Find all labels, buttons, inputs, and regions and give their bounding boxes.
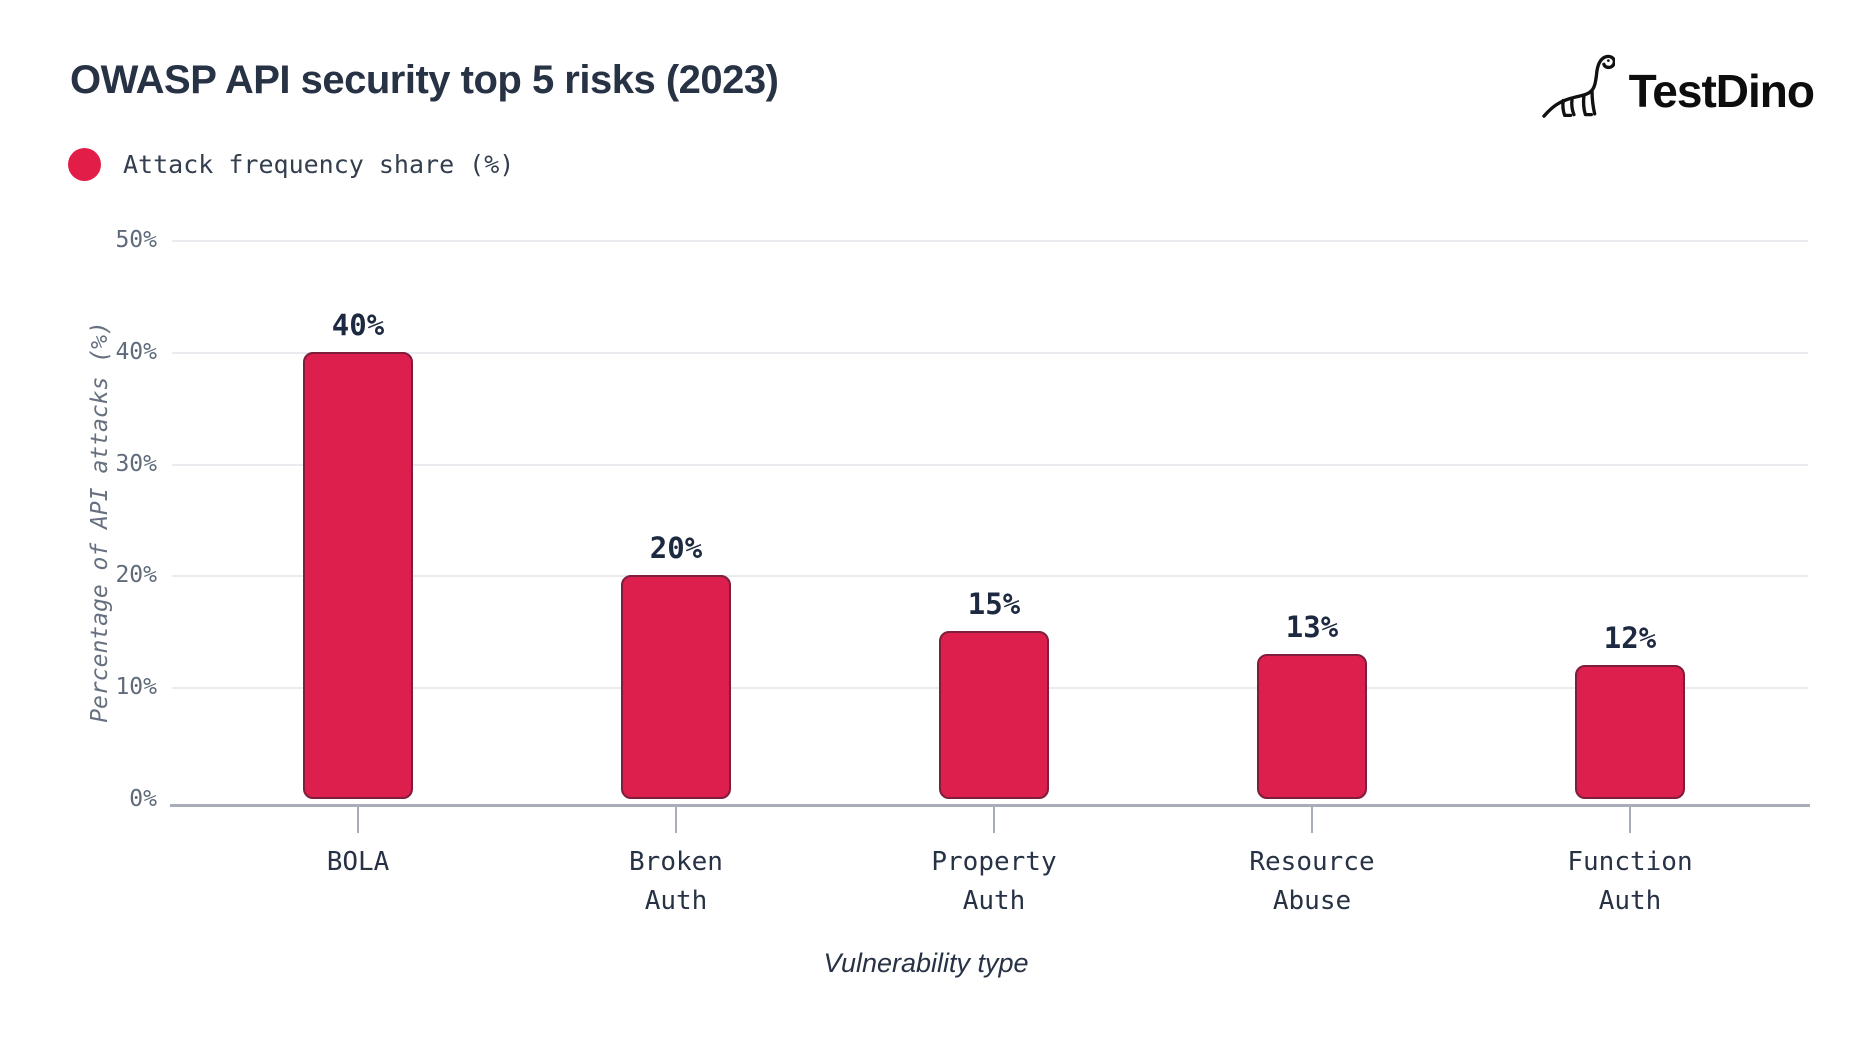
bar-value-label: 40% <box>331 307 385 342</box>
bar-value-label: 20% <box>649 531 703 566</box>
legend-label: Attack frequency share (%) <box>123 150 515 179</box>
bar[interactable] <box>1257 653 1367 799</box>
bar[interactable] <box>1575 664 1685 799</box>
gridline <box>172 575 1808 578</box>
gridline <box>172 463 1808 466</box>
y-axis-title: Percentage of API attacks (%) <box>87 321 113 723</box>
chart-title: OWASP API security top 5 risks (2023) <box>70 58 779 102</box>
bar-value-label: 12% <box>1603 620 1657 655</box>
x-axis-line <box>170 804 1810 807</box>
gridline <box>172 351 1808 354</box>
x-axis-title: Vulnerability type <box>823 948 1029 978</box>
dino-icon <box>1541 50 1616 131</box>
x-tick-mark <box>993 806 995 833</box>
x-tick-mark <box>1629 806 1631 833</box>
category-label: Broken Auth <box>629 847 723 916</box>
y-tick-label: 40% <box>115 338 157 365</box>
x-tick-mark <box>357 806 359 833</box>
x-tick-mark <box>675 806 677 833</box>
bar[interactable] <box>939 631 1049 799</box>
legend[interactable]: Attack frequency share (%) <box>68 148 514 181</box>
x-tick-mark <box>1311 806 1313 833</box>
y-tick-label: 10% <box>115 674 157 701</box>
testdino-logo: TestDino <box>1541 50 1815 131</box>
legend-swatch-icon <box>68 148 101 181</box>
y-tick-label: 30% <box>115 450 157 477</box>
bar-value-label: 15% <box>967 587 1021 622</box>
logo-text: TestDino <box>1628 64 1815 117</box>
bar[interactable] <box>621 575 731 799</box>
category-label: Property Auth <box>931 847 1057 916</box>
y-tick-label: 50% <box>115 227 157 253</box>
category-label: Function Auth <box>1567 847 1693 916</box>
gridline <box>172 240 1808 242</box>
category-label: Resource Abuse <box>1249 847 1375 916</box>
y-tick-label: 0% <box>129 786 157 812</box>
y-tick-label: 20% <box>115 562 157 589</box>
bar-value-label: 13% <box>1285 609 1339 644</box>
bar[interactable] <box>303 351 413 799</box>
category-label: BOLA <box>326 847 390 877</box>
